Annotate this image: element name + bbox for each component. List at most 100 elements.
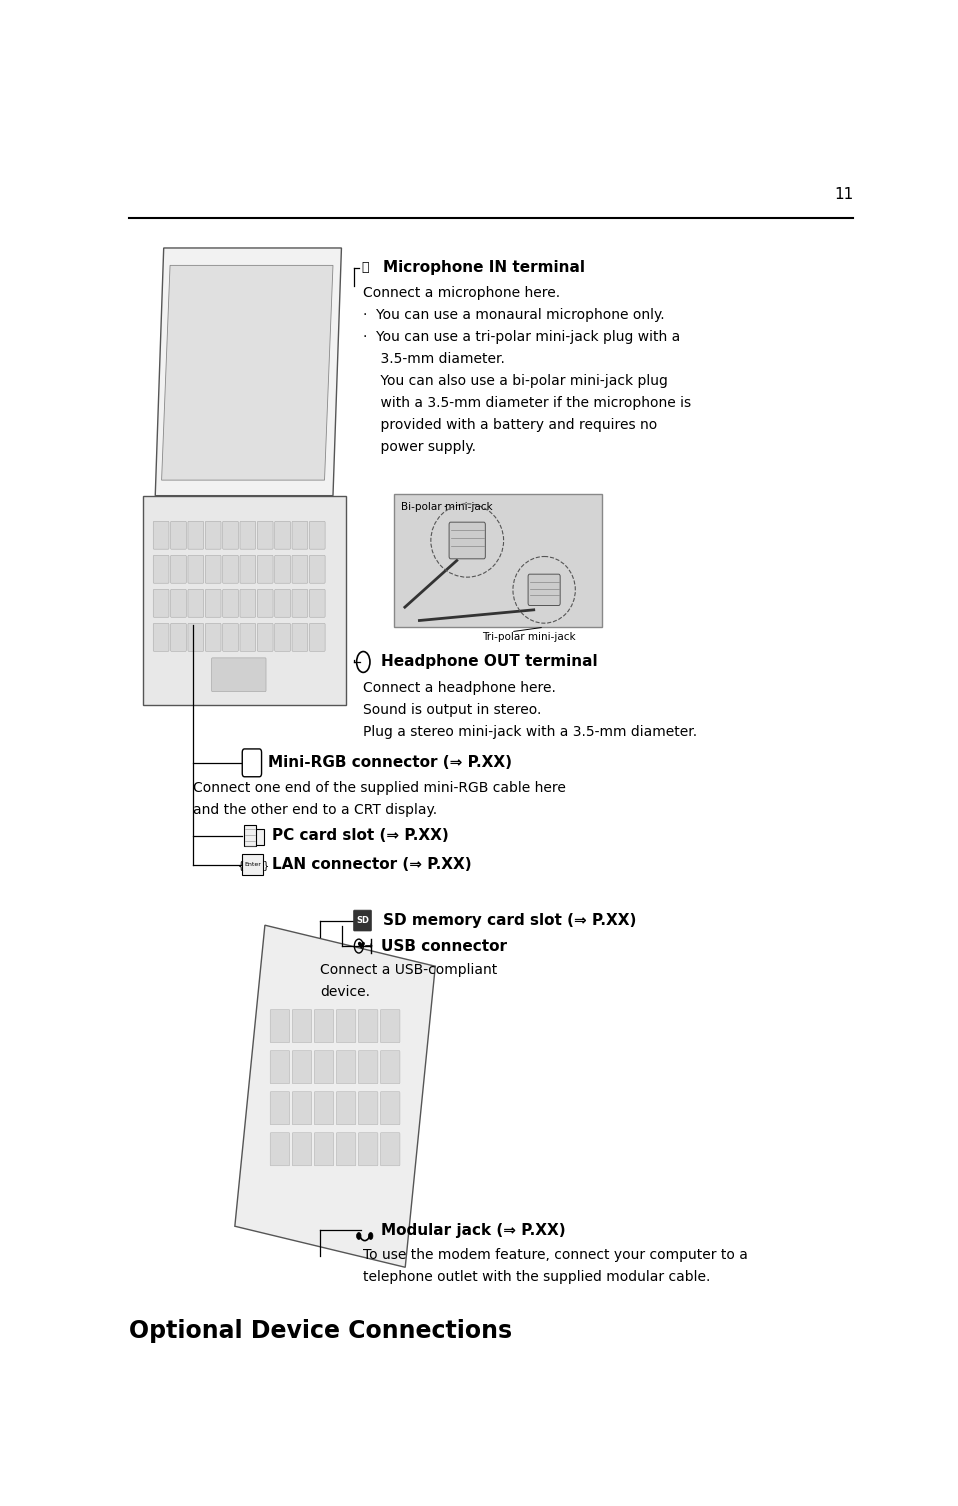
- Text: Enter: Enter: [244, 863, 262, 867]
- Text: 🎤: 🎤: [361, 261, 369, 274]
- FancyBboxPatch shape: [188, 623, 204, 651]
- Text: Mini-RGB connector (⇒ P.XX): Mini-RGB connector (⇒ P.XX): [268, 756, 513, 771]
- Text: and the other end to a CRT display.: and the other end to a CRT display.: [193, 803, 437, 818]
- FancyBboxPatch shape: [270, 1009, 289, 1042]
- FancyBboxPatch shape: [309, 589, 325, 617]
- FancyBboxPatch shape: [258, 556, 273, 583]
- Text: {: {: [238, 860, 243, 870]
- FancyBboxPatch shape: [258, 623, 273, 651]
- Text: LAN connector (⇒ P.XX): LAN connector (⇒ P.XX): [272, 857, 471, 872]
- Text: ♥→: ♥→: [356, 941, 374, 952]
- Text: power supply.: power supply.: [363, 440, 476, 455]
- Text: SD: SD: [356, 916, 369, 925]
- FancyBboxPatch shape: [309, 556, 325, 583]
- Text: 11: 11: [834, 187, 854, 202]
- FancyBboxPatch shape: [314, 1051, 333, 1084]
- FancyBboxPatch shape: [380, 1092, 399, 1125]
- FancyBboxPatch shape: [171, 623, 186, 651]
- FancyBboxPatch shape: [275, 521, 290, 550]
- Text: provided with a battery and requires no: provided with a battery and requires no: [363, 419, 657, 432]
- FancyBboxPatch shape: [358, 1009, 377, 1042]
- FancyBboxPatch shape: [314, 1092, 333, 1125]
- FancyBboxPatch shape: [153, 623, 169, 651]
- FancyBboxPatch shape: [205, 623, 221, 651]
- FancyBboxPatch shape: [171, 556, 186, 583]
- Circle shape: [356, 1232, 361, 1239]
- Text: telephone outlet with the supplied modular cable.: telephone outlet with the supplied modul…: [363, 1270, 711, 1283]
- Text: You can also use a bi-polar mini-jack plug: You can also use a bi-polar mini-jack pl…: [363, 375, 668, 389]
- Text: }: }: [262, 860, 268, 870]
- Text: Connect one end of the supplied mini-RGB cable here: Connect one end of the supplied mini-RGB…: [193, 782, 565, 795]
- FancyBboxPatch shape: [292, 1133, 311, 1166]
- FancyBboxPatch shape: [205, 521, 221, 550]
- FancyBboxPatch shape: [242, 748, 262, 777]
- FancyBboxPatch shape: [336, 1009, 355, 1042]
- Text: SD memory card slot (⇒ P.XX): SD memory card slot (⇒ P.XX): [383, 913, 637, 928]
- Text: Modular jack (⇒ P.XX): Modular jack (⇒ P.XX): [381, 1223, 566, 1238]
- FancyBboxPatch shape: [270, 1133, 289, 1166]
- FancyBboxPatch shape: [314, 1133, 333, 1166]
- FancyBboxPatch shape: [222, 589, 239, 617]
- FancyBboxPatch shape: [222, 623, 239, 651]
- FancyBboxPatch shape: [222, 521, 239, 550]
- FancyBboxPatch shape: [380, 1051, 399, 1084]
- Text: Connect a headphone here.: Connect a headphone here.: [363, 681, 557, 694]
- FancyBboxPatch shape: [314, 1009, 333, 1042]
- Text: Connect a microphone here.: Connect a microphone here.: [363, 286, 560, 300]
- FancyBboxPatch shape: [153, 521, 169, 550]
- FancyBboxPatch shape: [240, 556, 256, 583]
- FancyBboxPatch shape: [270, 1051, 289, 1084]
- Text: Microphone IN terminal: Microphone IN terminal: [383, 261, 585, 276]
- Text: Sound is output in stereo.: Sound is output in stereo.: [363, 703, 541, 717]
- FancyBboxPatch shape: [380, 1009, 399, 1042]
- Polygon shape: [143, 495, 346, 705]
- FancyBboxPatch shape: [336, 1133, 355, 1166]
- FancyBboxPatch shape: [358, 1092, 377, 1125]
- FancyBboxPatch shape: [171, 589, 186, 617]
- FancyBboxPatch shape: [449, 523, 486, 559]
- Polygon shape: [235, 925, 435, 1267]
- FancyBboxPatch shape: [188, 521, 204, 550]
- FancyBboxPatch shape: [240, 623, 256, 651]
- FancyBboxPatch shape: [258, 589, 273, 617]
- FancyBboxPatch shape: [240, 589, 256, 617]
- FancyBboxPatch shape: [188, 589, 204, 617]
- Polygon shape: [155, 248, 341, 495]
- FancyBboxPatch shape: [292, 1092, 311, 1125]
- FancyBboxPatch shape: [153, 556, 169, 583]
- Text: Optional Device Connections: Optional Device Connections: [128, 1319, 512, 1343]
- FancyBboxPatch shape: [242, 854, 263, 875]
- Text: ·  You can use a tri-polar mini-jack plug with a: · You can use a tri-polar mini-jack plug…: [363, 330, 680, 345]
- FancyBboxPatch shape: [292, 556, 308, 583]
- FancyBboxPatch shape: [292, 1051, 311, 1084]
- FancyBboxPatch shape: [212, 658, 266, 691]
- FancyBboxPatch shape: [395, 494, 603, 626]
- FancyBboxPatch shape: [354, 910, 372, 931]
- Text: 3.5-mm diameter.: 3.5-mm diameter.: [363, 352, 505, 366]
- Text: To use the modem feature, connect your computer to a: To use the modem feature, connect your c…: [363, 1247, 748, 1262]
- Text: with a 3.5-mm diameter if the microphone is: with a 3.5-mm diameter if the microphone…: [363, 396, 692, 411]
- Text: Bi-polar mini-jack: Bi-polar mini-jack: [400, 501, 492, 512]
- Text: USB connector: USB connector: [381, 938, 507, 953]
- FancyBboxPatch shape: [258, 521, 273, 550]
- Text: PC card slot (⇒ P.XX): PC card slot (⇒ P.XX): [272, 828, 448, 843]
- FancyBboxPatch shape: [292, 521, 308, 550]
- FancyBboxPatch shape: [309, 521, 325, 550]
- FancyBboxPatch shape: [240, 521, 256, 550]
- FancyBboxPatch shape: [528, 574, 560, 605]
- FancyBboxPatch shape: [358, 1133, 377, 1166]
- FancyBboxPatch shape: [380, 1133, 399, 1166]
- FancyBboxPatch shape: [188, 556, 204, 583]
- Circle shape: [369, 1232, 373, 1239]
- FancyBboxPatch shape: [205, 589, 221, 617]
- Text: Tri-polar mini-jack: Tri-polar mini-jack: [482, 633, 576, 642]
- FancyBboxPatch shape: [358, 1051, 377, 1084]
- Text: ·  You can use a monaural microphone only.: · You can use a monaural microphone only…: [363, 309, 665, 322]
- FancyBboxPatch shape: [292, 589, 308, 617]
- FancyBboxPatch shape: [292, 623, 308, 651]
- FancyBboxPatch shape: [336, 1092, 355, 1125]
- FancyBboxPatch shape: [244, 825, 257, 846]
- Text: Plug a stereo mini-jack with a 3.5-mm diameter.: Plug a stereo mini-jack with a 3.5-mm di…: [363, 724, 697, 738]
- FancyBboxPatch shape: [252, 828, 263, 845]
- Text: device.: device.: [320, 985, 370, 1000]
